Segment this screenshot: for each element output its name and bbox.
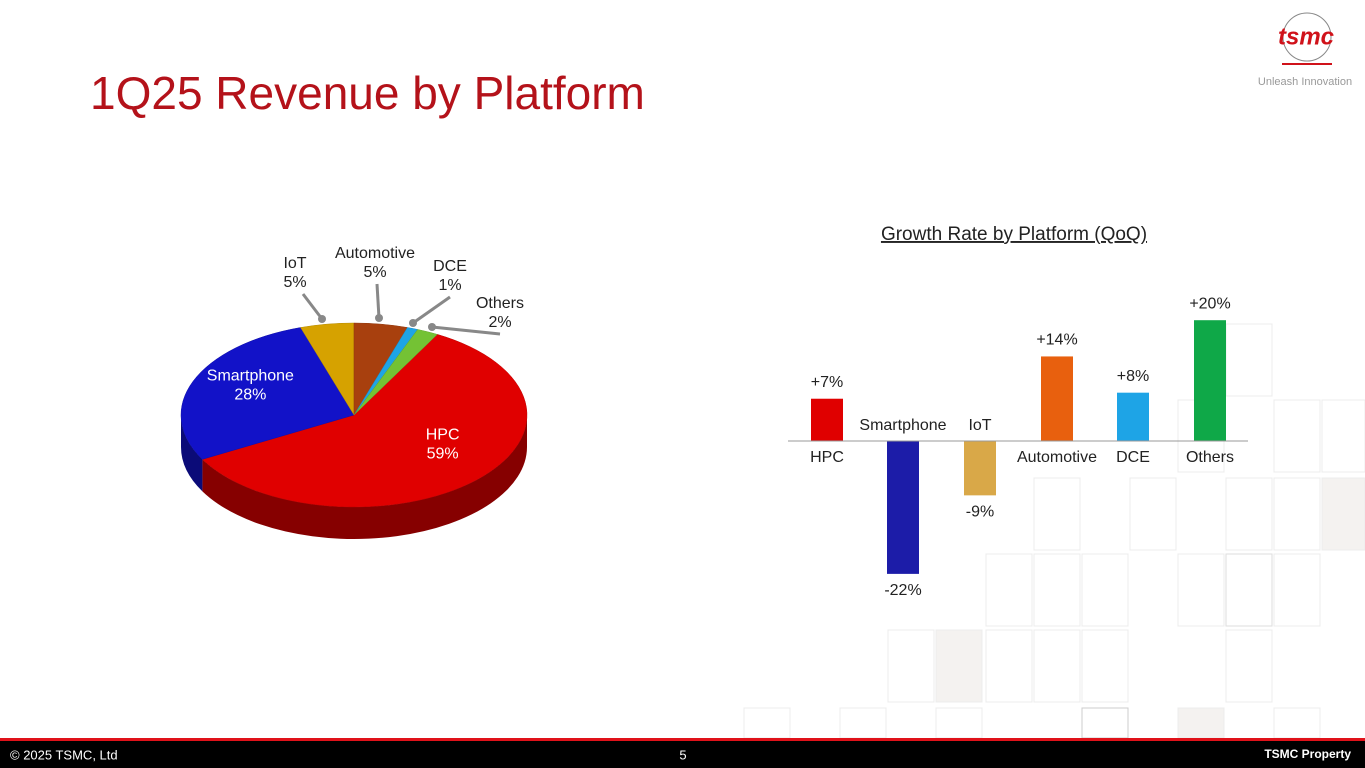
leader-dot (375, 314, 383, 322)
footer-bar (0, 741, 1365, 768)
x-tick-label: HPC (810, 449, 844, 466)
logo-wordmark: tsmc (1278, 23, 1334, 50)
leader-dot (428, 323, 436, 331)
bar (964, 441, 996, 496)
pie-value-label: 5% (283, 274, 306, 291)
bar-value-label: +7% (811, 374, 843, 391)
bar (811, 398, 843, 441)
bar-chart-title: Growth Rate by Platform (QoQ) (881, 224, 1147, 245)
bar-value-label: +8% (1117, 368, 1149, 385)
pie-slice-side (202, 415, 528, 539)
logo: tsmc Unleash Innovation (1258, 12, 1352, 88)
pie-value-label: 1% (438, 277, 461, 294)
leader-dot (318, 315, 326, 323)
pie-slice (353, 329, 438, 416)
pie-label: HPC (426, 427, 460, 444)
background-tiles (743, 323, 1365, 739)
pie-label: Automotive (335, 245, 415, 262)
pie-slice (201, 334, 528, 508)
slide-title: 1Q25 Revenue by Platform (90, 67, 645, 119)
pie-label: IoT (283, 255, 306, 272)
leader-line (301, 293, 324, 320)
pie-value-label: 59% (427, 446, 459, 463)
pie-label: Others (476, 295, 524, 312)
footer-copyright: © 2025 TSMC, Ltd (10, 747, 118, 762)
logo-globe (1282, 12, 1332, 62)
x-tick-label: IoT (968, 417, 991, 434)
bar (1194, 320, 1226, 441)
bar (1117, 392, 1149, 441)
pie-value-label: 2% (488, 314, 511, 331)
bar (887, 441, 919, 574)
pie-label: DCE (433, 258, 467, 275)
pie-slice (180, 327, 355, 460)
bar-value-label: +14% (1036, 332, 1077, 349)
bar-value-label: -22% (884, 582, 921, 599)
leader-line (412, 295, 451, 325)
x-tick-label: DCE (1116, 449, 1150, 466)
bar-value-label: +20% (1189, 295, 1230, 312)
logo-tagline: Unleash Innovation (1258, 76, 1352, 88)
footer-property: TSMC Property (1264, 747, 1351, 761)
footer-page: 5 (679, 747, 686, 762)
leader-dot (409, 319, 417, 327)
x-tick-label: Others (1186, 449, 1234, 466)
pie-value-label: 5% (363, 264, 386, 281)
leader-line (431, 325, 501, 336)
leader-line (375, 283, 381, 319)
x-tick-label: Automotive (1017, 449, 1097, 466)
bar (1041, 356, 1073, 441)
footer-rule (0, 738, 1365, 741)
x-tick-label: Smartphone (859, 417, 946, 434)
pie-slice-side (181, 415, 203, 492)
bar-value-label: -9% (966, 504, 994, 521)
pie-label: Smartphone (207, 367, 294, 384)
pie-value-label: 28% (234, 386, 266, 403)
